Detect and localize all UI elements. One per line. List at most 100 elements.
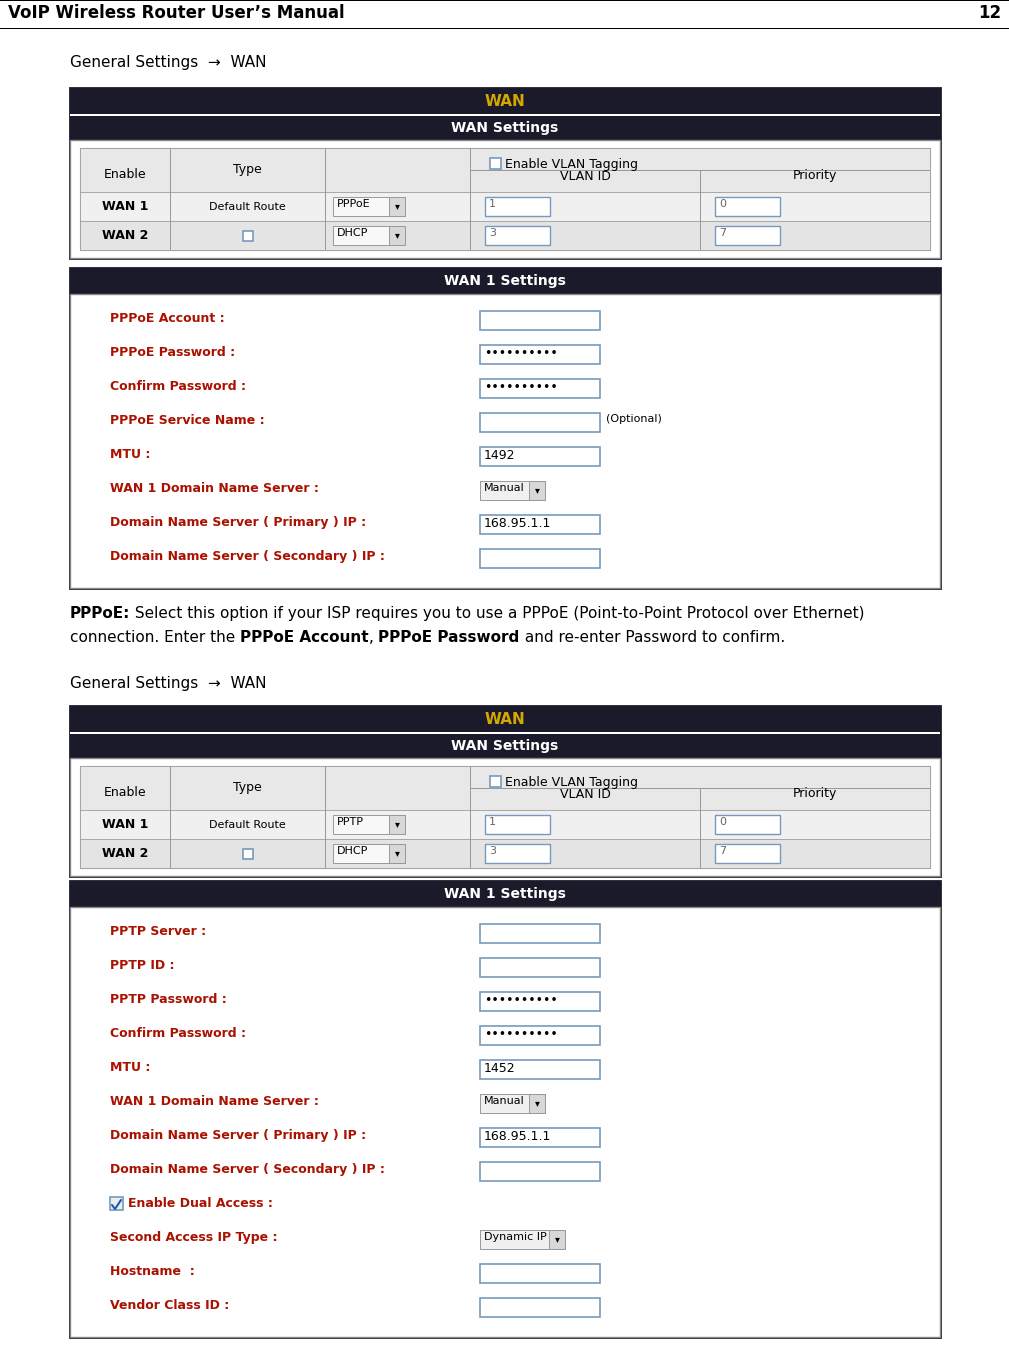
Bar xyxy=(242,230,252,241)
Bar xyxy=(480,413,600,432)
Bar xyxy=(80,147,930,250)
Text: Priority: Priority xyxy=(793,787,837,801)
Text: 168.95.1.1: 168.95.1.1 xyxy=(484,1130,551,1143)
Bar xyxy=(70,706,940,875)
Text: 1: 1 xyxy=(489,199,496,208)
Bar xyxy=(70,733,940,758)
Bar xyxy=(70,268,940,294)
Bar xyxy=(70,88,940,258)
Bar xyxy=(80,192,930,221)
Bar xyxy=(70,139,940,258)
Bar xyxy=(80,766,930,810)
Text: connection. Enter the: connection. Enter the xyxy=(70,630,240,645)
Text: PPPoE: PPPoE xyxy=(337,199,370,208)
Bar xyxy=(480,515,600,534)
Text: 1492: 1492 xyxy=(484,449,516,461)
Text: ▾: ▾ xyxy=(395,848,400,859)
Text: WAN 1 Settings: WAN 1 Settings xyxy=(444,275,566,288)
Bar xyxy=(80,839,930,869)
Bar xyxy=(70,268,940,589)
Text: WAN 1 Domain Name Server :: WAN 1 Domain Name Server : xyxy=(110,1095,319,1108)
Text: WAN: WAN xyxy=(484,93,526,108)
Text: Enable: Enable xyxy=(104,786,146,800)
Text: ••••••••••: •••••••••• xyxy=(484,382,558,394)
Bar xyxy=(549,1230,565,1249)
Bar xyxy=(480,1162,600,1181)
Bar xyxy=(70,114,940,116)
Text: General Settings  →  WAN: General Settings → WAN xyxy=(70,676,266,691)
Bar xyxy=(389,198,405,216)
Bar xyxy=(333,844,405,863)
Text: Confirm Password :: Confirm Password : xyxy=(110,1027,246,1040)
Bar xyxy=(480,446,600,465)
Text: ▾: ▾ xyxy=(535,486,540,495)
Text: PPPoE Account :: PPPoE Account : xyxy=(110,313,225,325)
Text: MTU :: MTU : xyxy=(110,1061,150,1074)
Text: General Settings  →  WAN: General Settings → WAN xyxy=(70,55,266,70)
Text: VLAN ID: VLAN ID xyxy=(560,787,610,801)
Text: Priority: Priority xyxy=(793,169,837,183)
Bar xyxy=(485,815,550,833)
Bar xyxy=(490,777,501,787)
Bar xyxy=(70,732,940,733)
Bar xyxy=(480,1128,600,1147)
Text: 12: 12 xyxy=(978,4,1001,22)
Bar xyxy=(480,379,600,398)
Text: PPPoE Account: PPPoE Account xyxy=(240,630,368,645)
Bar xyxy=(485,844,550,863)
Bar xyxy=(70,706,940,732)
Bar xyxy=(70,881,940,1337)
Bar xyxy=(80,810,930,839)
Bar xyxy=(70,294,940,589)
Bar xyxy=(480,482,545,501)
Text: WAN Settings: WAN Settings xyxy=(451,739,559,754)
Text: Type: Type xyxy=(233,782,262,794)
Text: WAN 1: WAN 1 xyxy=(102,200,148,212)
Text: WAN: WAN xyxy=(484,712,526,727)
Bar xyxy=(529,1095,545,1114)
Text: Domain Name Server ( Secondary ) IP :: Domain Name Server ( Secondary ) IP : xyxy=(110,551,384,563)
Text: ▾: ▾ xyxy=(535,1099,540,1108)
Bar xyxy=(70,758,940,875)
Text: ▾: ▾ xyxy=(555,1234,559,1245)
Bar xyxy=(480,1264,600,1283)
Text: VLAN ID: VLAN ID xyxy=(560,169,610,183)
Text: Default Route: Default Route xyxy=(209,202,286,211)
Bar xyxy=(480,311,600,330)
Bar xyxy=(485,226,550,245)
Text: PPTP ID :: PPTP ID : xyxy=(110,959,175,971)
Text: PPTP: PPTP xyxy=(337,817,364,827)
Text: Domain Name Server ( Primary ) IP :: Domain Name Server ( Primary ) IP : xyxy=(110,515,366,529)
Text: PPPoE Password: PPPoE Password xyxy=(378,630,520,645)
Bar xyxy=(715,226,780,245)
Text: ▾: ▾ xyxy=(395,230,400,241)
Text: WAN 1: WAN 1 xyxy=(102,819,148,831)
Text: 7: 7 xyxy=(719,846,726,856)
Bar xyxy=(110,1197,123,1210)
Bar xyxy=(333,198,405,216)
Text: WAN 1 Domain Name Server :: WAN 1 Domain Name Server : xyxy=(110,482,319,495)
Bar xyxy=(715,198,780,216)
Bar xyxy=(242,848,252,859)
Text: Type: Type xyxy=(233,164,262,176)
Bar xyxy=(480,958,600,977)
Text: 1452: 1452 xyxy=(484,1062,516,1076)
Text: ••••••••••: •••••••••• xyxy=(484,346,558,360)
Text: Hostname  :: Hostname : xyxy=(110,1265,195,1279)
Bar xyxy=(480,1230,565,1249)
Text: Enable: Enable xyxy=(104,169,146,181)
Text: 7: 7 xyxy=(719,229,726,238)
Text: Second Access IP Type :: Second Access IP Type : xyxy=(110,1231,277,1243)
Text: 0: 0 xyxy=(719,817,726,827)
Text: Domain Name Server ( Secondary ) IP :: Domain Name Server ( Secondary ) IP : xyxy=(110,1164,384,1176)
Bar xyxy=(715,815,780,833)
Text: ▾: ▾ xyxy=(395,820,400,829)
Bar xyxy=(480,1059,600,1078)
Bar xyxy=(480,549,600,568)
Text: 1: 1 xyxy=(489,817,496,827)
Text: ▾: ▾ xyxy=(395,202,400,211)
Text: DHCP: DHCP xyxy=(337,229,368,238)
Text: 0: 0 xyxy=(719,199,726,208)
Text: Domain Name Server ( Primary ) IP :: Domain Name Server ( Primary ) IP : xyxy=(110,1128,366,1142)
Bar xyxy=(80,147,930,192)
